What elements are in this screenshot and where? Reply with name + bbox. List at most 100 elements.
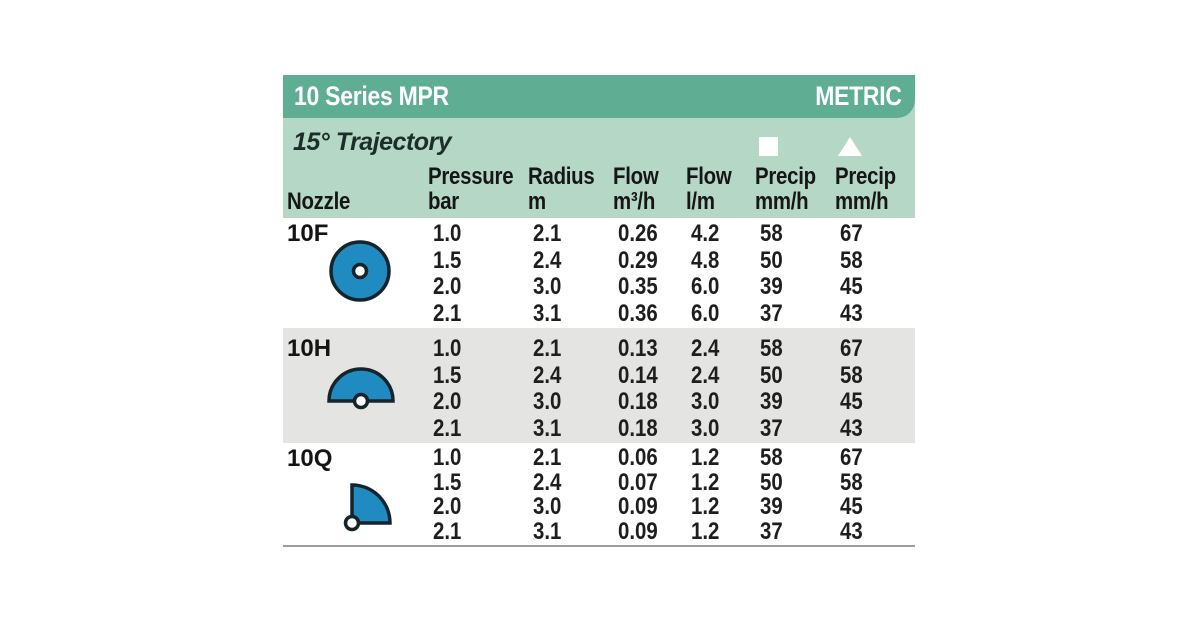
value-cell: 45: [840, 493, 863, 521]
column-header-row: Nozzle Pressure bar Radius m Flow m³/h F…: [283, 164, 915, 218]
square-marker-icon: [759, 136, 778, 156]
value-cell: 39: [760, 493, 783, 521]
value-cell: 0.14: [618, 361, 658, 389]
value-cell: 67: [840, 220, 863, 248]
value-cell: 0.13: [618, 335, 658, 363]
value-cell: 58: [760, 220, 783, 248]
precip-marker-cell: [755, 136, 835, 156]
nozzle-label: 10F: [287, 220, 329, 247]
value-cell: 58: [840, 468, 863, 496]
value-cell: 2.1: [433, 299, 462, 327]
value-cell: 67: [840, 444, 863, 472]
value-cell: 0.09: [618, 517, 658, 545]
half-circle-spray-icon: [327, 367, 395, 410]
value-cell: 2.1: [533, 335, 562, 363]
value-cell: 3.0: [533, 273, 562, 301]
value-cell: 3.0: [691, 388, 720, 416]
value-cell: 6.0: [691, 273, 720, 301]
value-cell: 0.18: [618, 388, 658, 416]
value-cell: 3.0: [533, 388, 562, 416]
value-cell: 2.1: [533, 220, 562, 248]
value-cell: 3.1: [533, 414, 562, 442]
value-cell: 67: [840, 335, 863, 363]
value-cell: 39: [760, 388, 783, 416]
value-cell: 39: [760, 273, 783, 301]
value-cell: 50: [760, 361, 783, 389]
value-cell: 58: [840, 246, 863, 274]
nozzle-group: 10F 1.0 2.1 0.26 4.2 58 67 1.5 2.4 0.29 4.8 50 58 2.…: [283, 218, 915, 328]
nozzle-label: 10Q: [287, 445, 333, 472]
value-cell: 2.1: [433, 517, 462, 545]
value-cell: 1.2: [691, 468, 720, 496]
value-cell: 2.0: [433, 388, 462, 416]
value-cell: 3.1: [533, 517, 562, 545]
quarter-circle-spray-icon: [343, 483, 392, 532]
table-title: 10 Series MPR: [294, 81, 449, 111]
value-cell: 58: [840, 361, 863, 389]
nozzle-area: 10Q: [283, 443, 428, 545]
value-cell: 1.2: [691, 444, 720, 472]
nozzle-label: 10H: [287, 335, 332, 362]
value-cell: 3.0: [691, 414, 720, 442]
value-cell: 2.0: [433, 493, 462, 521]
value-cell: 2.1: [533, 444, 562, 472]
nozzle-area: 10H: [283, 328, 428, 443]
column-header-radius: Radius m: [528, 163, 595, 215]
precip-marker-cell: [835, 136, 915, 156]
triangle-marker-icon: [838, 136, 862, 156]
value-cell: 45: [840, 388, 863, 416]
value-cell: 6.0: [691, 299, 720, 327]
value-cell: 1.2: [691, 517, 720, 545]
column-header-flow-m3h: Flow m³/h: [613, 163, 659, 215]
value-cell: 4.8: [691, 246, 720, 274]
column-header-nozzle: Nozzle: [287, 188, 351, 215]
table-body: 10F 1.0 2.1 0.26 4.2 58 67 1.5 2.4 0.29 4.8 50 58 2.…: [283, 218, 915, 545]
value-cell: 1.0: [433, 444, 462, 472]
units-badge: METRIC: [815, 81, 903, 111]
value-cell: 58: [760, 335, 783, 363]
value-cell: 2.4: [533, 246, 562, 274]
column-header-precip-2: Precip mm/h: [835, 163, 896, 215]
value-cell: 58: [760, 444, 783, 472]
value-cell: 2.0: [433, 273, 462, 301]
value-cell: 2.1: [433, 414, 462, 442]
value-cell: 0.26: [618, 220, 658, 248]
value-cell: 1.0: [433, 220, 462, 248]
full-circle-spray-icon: [329, 240, 391, 302]
value-cell: 0.35: [618, 273, 658, 301]
trajectory-label: 15° Trajectory: [293, 127, 452, 156]
value-cell: 1.5: [433, 361, 462, 389]
value-cell: 50: [760, 468, 783, 496]
value-cell: 37: [760, 517, 783, 545]
column-header-flow-lm: Flow l/m: [686, 163, 732, 215]
value-cell: 3.1: [533, 299, 562, 327]
value-cell: 43: [840, 414, 863, 442]
value-rows: 1.0 2.1 0.26 4.2 58 67 1.5 2.4 0.29 4.8 50 58 2.0 3.0…: [428, 218, 915, 327]
value-cell: 0.18: [618, 414, 658, 442]
trajectory-row: 15° Trajectory: [283, 118, 915, 164]
value-cell: 4.2: [691, 220, 720, 248]
column-header-precip-1: Precip mm/h: [755, 163, 816, 215]
value-rows: 1.0 2.1 0.06 1.2 58 67 1.5 2.4 0.07 1.2 50 58 2.0 3.0…: [428, 443, 915, 545]
value-cell: 1.5: [433, 468, 462, 496]
title-bar: 10 Series MPR METRIC: [283, 75, 915, 118]
value-rows: 1.0 2.1 0.13 2.4 58 67 1.5 2.4 0.14 2.4 50 58 2.0 3.0…: [428, 328, 915, 442]
value-cell: 0.36: [618, 299, 658, 327]
value-cell: 0.09: [618, 493, 658, 521]
table-header: 10 Series MPR METRIC 15° Trajectory Nozz…: [283, 75, 915, 218]
value-cell: 0.07: [618, 468, 658, 496]
value-cell: 2.4: [691, 335, 720, 363]
value-cell: 1.2: [691, 493, 720, 521]
nozzle-area: 10F: [283, 218, 428, 328]
value-cell: 43: [840, 299, 863, 327]
value-cell: 1.0: [433, 335, 462, 363]
spec-table: 10 Series MPR METRIC 15° Trajectory Nozz…: [283, 75, 915, 547]
value-cell: 43: [840, 517, 863, 545]
value-cell: 45: [840, 273, 863, 301]
value-cell: 2.4: [691, 361, 720, 389]
nozzle-group: 10Q 1.0 2.1 0.06 1.2 58 67 1.5 2.4 0.07 1.2 50 58 2.…: [283, 443, 915, 545]
nozzle-group: 10H 1.0 2.1 0.13 2.4 58 67 1.5 2.4 0.14 2.4 50 58 2.…: [283, 328, 915, 443]
value-cell: 50: [760, 246, 783, 274]
value-cell: 0.06: [618, 444, 658, 472]
value-cell: 37: [760, 414, 783, 442]
